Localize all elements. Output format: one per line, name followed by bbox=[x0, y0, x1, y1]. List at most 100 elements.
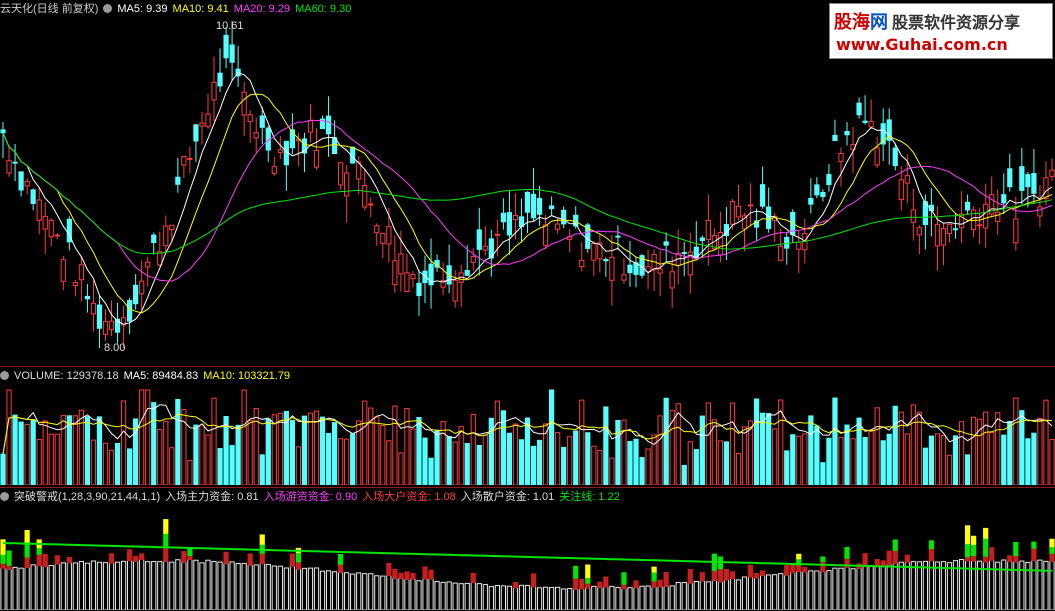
retail-bar bbox=[0, 567, 6, 610]
candle-body bbox=[910, 209, 916, 223]
retail-bar bbox=[886, 564, 892, 610]
volume-bar bbox=[1037, 417, 1043, 485]
volume-bar bbox=[386, 440, 392, 485]
candle-body bbox=[699, 237, 705, 242]
retail-bar bbox=[452, 582, 458, 610]
volume-bar bbox=[790, 434, 796, 485]
retail-bar bbox=[561, 588, 567, 610]
big-fund-bar bbox=[651, 580, 657, 588]
big-fund-bar bbox=[585, 582, 591, 589]
retail-bar bbox=[422, 578, 428, 610]
retail-bar bbox=[440, 581, 446, 610]
hot-fund-bar bbox=[892, 539, 898, 551]
candle-body bbox=[446, 265, 452, 285]
retail-bar bbox=[874, 565, 880, 610]
retail-bar bbox=[410, 578, 416, 610]
retail-bar bbox=[530, 586, 537, 610]
retail-bar bbox=[506, 585, 513, 610]
candle-body bbox=[808, 197, 814, 205]
volume-bar bbox=[856, 417, 862, 485]
candle-body bbox=[747, 204, 754, 207]
retail-bar bbox=[1019, 560, 1025, 610]
candle-body bbox=[1031, 173, 1037, 194]
big-fund-bar bbox=[187, 554, 193, 560]
big-fund-bar bbox=[711, 569, 717, 581]
candle-body bbox=[627, 264, 633, 274]
big-fund-bar bbox=[983, 555, 989, 563]
volume-bar bbox=[380, 424, 386, 485]
volume-bar bbox=[319, 416, 326, 485]
big-fund-bar bbox=[66, 556, 72, 564]
retail-bar bbox=[1037, 559, 1043, 610]
retail-bar bbox=[512, 587, 519, 610]
retail-bar bbox=[295, 568, 302, 610]
candle-body bbox=[217, 72, 223, 87]
retail-bar bbox=[114, 561, 121, 610]
big-fund-bar bbox=[699, 572, 705, 582]
volume-chart[interactable] bbox=[0, 385, 1055, 485]
retail-bar bbox=[711, 579, 717, 610]
volume-bar bbox=[922, 447, 928, 485]
candle-body bbox=[488, 238, 494, 259]
candle-body bbox=[1019, 166, 1025, 191]
retail-bar bbox=[211, 561, 217, 610]
volume-settings-icon[interactable] bbox=[0, 371, 9, 380]
retail-bar bbox=[446, 581, 452, 610]
candle-body bbox=[862, 120, 868, 123]
volume-bar bbox=[78, 409, 84, 485]
big-fund-bar bbox=[802, 566, 808, 573]
volume-bar bbox=[536, 439, 543, 485]
retail-bar bbox=[524, 584, 531, 610]
ma5-readout: MA5: 9.39 bbox=[117, 3, 168, 15]
retail-bar bbox=[567, 587, 573, 610]
indicator-settings-icon[interactable] bbox=[0, 492, 9, 501]
indicator-chart[interactable] bbox=[0, 505, 1055, 610]
big-fund-bar bbox=[428, 569, 434, 580]
volume-bar bbox=[1007, 420, 1013, 485]
hot-fund-bar bbox=[24, 542, 30, 558]
retail-bar bbox=[675, 581, 681, 610]
volume-bar bbox=[681, 464, 687, 485]
candle-body bbox=[952, 228, 959, 231]
retail-bar bbox=[862, 565, 868, 610]
candle-body bbox=[657, 268, 663, 274]
candle-body bbox=[416, 282, 422, 297]
candle-body bbox=[313, 150, 320, 168]
volume-bar bbox=[1013, 397, 1019, 485]
candle-body bbox=[1025, 174, 1031, 188]
volume-bar bbox=[989, 431, 995, 485]
candle-body bbox=[868, 120, 874, 128]
volume-bar bbox=[687, 441, 693, 485]
volume-bar bbox=[886, 433, 892, 485]
retail-bar bbox=[687, 582, 693, 610]
candle-body bbox=[892, 147, 898, 167]
retail-bar bbox=[24, 566, 30, 610]
retail-bar bbox=[78, 560, 84, 610]
volume-bar bbox=[217, 448, 223, 485]
settings-icon[interactable] bbox=[103, 4, 113, 13]
retail-bar bbox=[663, 585, 669, 610]
candle-body bbox=[934, 223, 941, 247]
focus-line bbox=[2, 542, 1053, 572]
volume-bar bbox=[506, 432, 513, 485]
volume-bar bbox=[338, 438, 344, 485]
volume-bar bbox=[1001, 434, 1007, 485]
volume-bar bbox=[331, 422, 338, 485]
volume-bar bbox=[820, 462, 826, 485]
volume-bar bbox=[362, 400, 368, 485]
big-fund-bar bbox=[964, 556, 971, 562]
focus-line-readout: 关注线: 1.22 bbox=[559, 491, 620, 503]
retail-bar bbox=[633, 587, 639, 610]
volume-bar bbox=[729, 402, 736, 485]
candle-body bbox=[766, 206, 772, 229]
volume-bar bbox=[898, 411, 904, 485]
price-chart[interactable] bbox=[0, 16, 1055, 366]
candle-body bbox=[753, 220, 760, 228]
candle-body bbox=[108, 320, 115, 330]
big-fund-bar bbox=[760, 570, 766, 576]
candle-body bbox=[971, 209, 977, 231]
retail-bar bbox=[958, 559, 965, 610]
retail-bar bbox=[627, 587, 633, 610]
candle-body bbox=[72, 282, 78, 286]
hot-fund-bar bbox=[1013, 541, 1019, 556]
